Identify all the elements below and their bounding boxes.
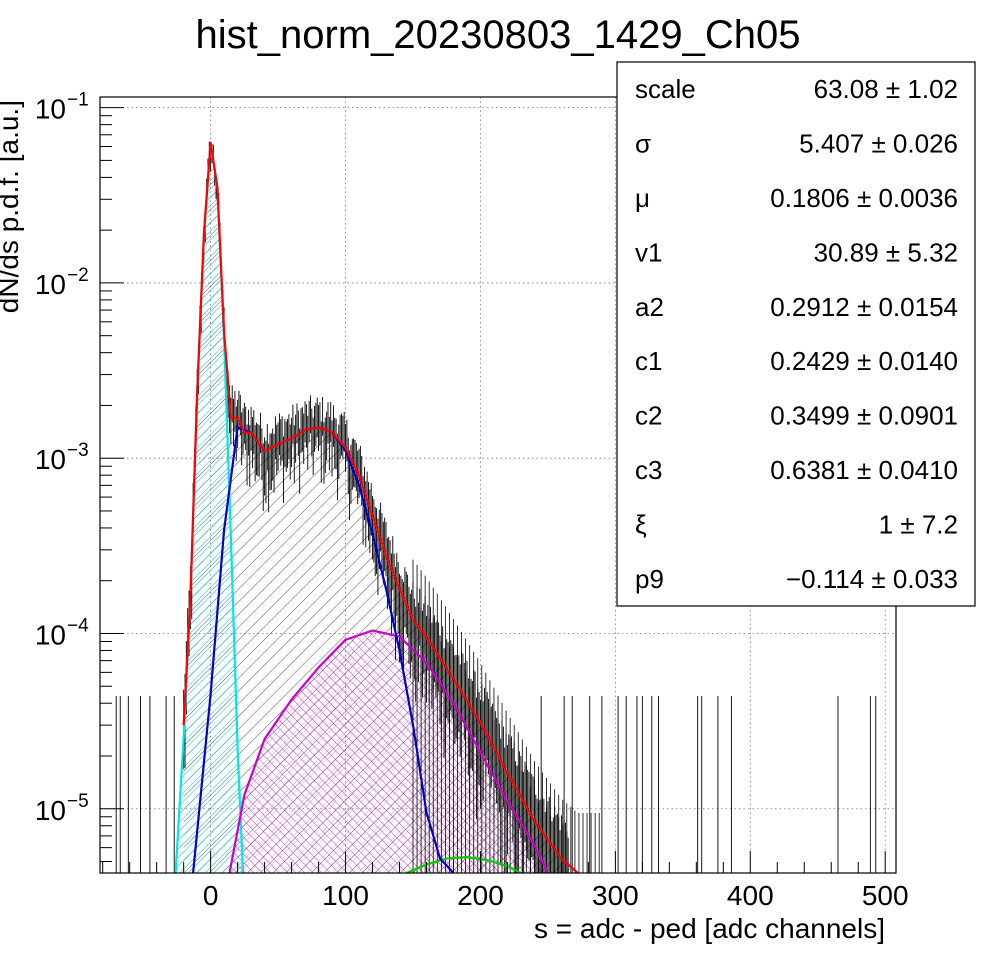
stats-param-name: p9 (635, 564, 664, 594)
stats-param-name: μ (635, 183, 650, 213)
x-tick-label: 100 (322, 880, 369, 911)
stats-param-name: c1 (635, 346, 662, 376)
y-axis: 10−110−210−310−410−5 (35, 90, 124, 863)
y-tick-label: 10 (35, 269, 66, 300)
stats-param-value: −0.114 ± 0.033 (786, 564, 958, 594)
component-fills (175, 142, 578, 873)
chart-title: hist_norm_20230803_1429_Ch05 (196, 13, 801, 57)
stats-param-value: 0.2912 ± 0.0154 (770, 292, 958, 322)
stats-param-name: a2 (635, 292, 664, 322)
stats-param-value: 0.2429 ± 0.0140 (770, 346, 958, 376)
stats-param-name: v1 (635, 237, 662, 267)
y-tick-label: 10 (35, 795, 66, 826)
stats-param-value: 63.08 ± 1.02 (814, 74, 958, 104)
y-tick-label: 10 (35, 619, 66, 650)
fit-stats-box: scale 63.08 ± 1.02 σ 5.407 ± 0.026 μ 0.1806 ±… (616, 61, 976, 607)
x-tick-label: 300 (592, 880, 639, 911)
y-tick-label: 10 (35, 94, 66, 125)
x-tick-label: 400 (727, 880, 774, 911)
stats-param-value: 5.407 ± 0.026 (799, 129, 958, 159)
total-hatch (183, 142, 578, 873)
two-pe-crosshatch (229, 630, 548, 873)
x-tick-label: 200 (457, 880, 504, 911)
stats-param-name: σ (635, 129, 651, 159)
x-tick-label: 500 (862, 880, 909, 911)
x-tick-label: 0 (203, 880, 219, 911)
stats-param-value: 30.89 ± 5.32 (814, 237, 958, 267)
y-tick-exponent: −4 (67, 615, 89, 636)
stats-param-name: c2 (635, 401, 662, 431)
y-tick-label: 10 (35, 444, 66, 475)
x-axis-label: s = adc - ped [adc channels] (534, 913, 885, 944)
curve-total-fit (182, 141, 579, 873)
stats-param-value: 0.1806 ± 0.0036 (770, 183, 958, 213)
stats-param-name: c3 (635, 455, 662, 485)
stats-param-name: scale (635, 74, 696, 104)
stats-param-value: 0.3499 ± 0.0901 (770, 401, 958, 431)
y-tick-exponent: −5 (67, 791, 89, 812)
stats-param-name: ξ (635, 509, 647, 539)
stats-box-frame (616, 61, 976, 607)
stats-param-value: 0.6381 ± 0.0410 (770, 455, 958, 485)
y-tick-exponent: −1 (67, 90, 89, 111)
curve-two-pe (228, 629, 549, 873)
fit-curves (174, 141, 579, 873)
pedestal-hatch (175, 142, 243, 873)
x-axis: 0 100 200 300 400 500 (102, 851, 909, 911)
y-tick-exponent: −3 (67, 440, 89, 461)
y-tick-exponent: −2 (67, 265, 89, 286)
y-axis-label: dN/ds p.d.f. [a.u.] (0, 100, 24, 313)
stats-param-value: 1 ± 7.2 (879, 509, 958, 539)
